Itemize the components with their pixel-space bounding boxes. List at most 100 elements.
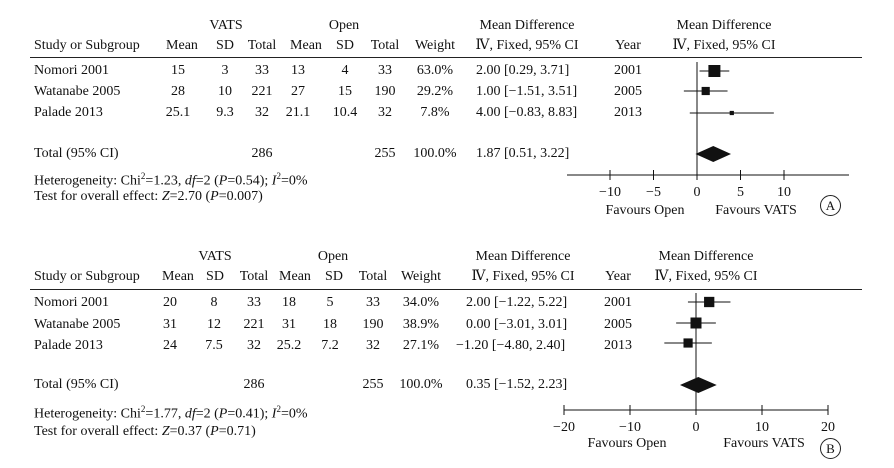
column-header-vats-sd: SD: [216, 38, 234, 53]
pooled-effect-diamond: [679, 377, 717, 393]
ci-text: 2.00 [0.29, 3.71]: [476, 63, 570, 78]
forest-plot-panel-a: VATS Open Mean Difference Mean Differenc…: [0, 0, 894, 230]
forest-plot-b: −20 −10 0 10 20: [553, 293, 835, 435]
open-sd: 4: [341, 63, 349, 78]
weight-value: 63.0%: [416, 63, 454, 78]
column-header-year: Year: [605, 269, 631, 284]
year-value: 2001: [604, 295, 632, 310]
favours-vats-label: Favours VATS: [723, 436, 805, 451]
study-name: Watanabe 2005: [34, 84, 121, 99]
study-effect-box: [704, 296, 715, 308]
total-label: Total (95% CI): [34, 146, 119, 161]
study-effect-box: [729, 110, 734, 116]
ci-text: 0.35 [−1.52, 2.23]: [466, 377, 568, 392]
panel-label-a: A: [820, 195, 841, 216]
study-name: Watanabe 2005: [34, 317, 121, 332]
weight-value: 34.0%: [402, 295, 440, 310]
vats-total: 221: [251, 84, 273, 99]
weight-value: 38.9%: [402, 317, 440, 332]
overall-effect-text: Test for overall effect: Z=2.70 (P=0.007…: [34, 189, 263, 204]
x-axis-tick-label: 10: [777, 185, 791, 200]
open-total: 190: [362, 317, 384, 332]
panel-label-b: B: [820, 438, 841, 459]
column-header-vats-mean: Mean: [162, 269, 194, 284]
vats-mean: 25.1: [165, 105, 191, 120]
ci-text: 1.87 [0.51, 3.22]: [476, 146, 570, 161]
plot-header-title: Mean Difference: [658, 249, 754, 264]
vats-total: 33: [255, 63, 269, 78]
group-header-vats: VATS: [198, 249, 232, 264]
column-header-open-sd: SD: [325, 269, 343, 284]
year-value: 2013: [614, 105, 642, 120]
open-sd: 10.4: [332, 105, 358, 120]
column-header-vats-total: Total: [247, 38, 277, 53]
vats-total: 286: [251, 146, 273, 161]
open-mean: 21.1: [285, 105, 311, 120]
vats-mean: 31: [163, 317, 177, 332]
open-mean: 27: [291, 84, 305, 99]
group-header-vats: VATS: [209, 18, 243, 33]
column-header-vats-sd: SD: [206, 269, 224, 284]
vats-sd: 3: [221, 63, 229, 78]
open-mean: 31: [282, 317, 296, 332]
open-total: 255: [374, 146, 396, 161]
pooled-effect-diamond: [695, 146, 732, 162]
column-header-open-sd: SD: [336, 38, 354, 53]
vats-sd: 12: [207, 317, 221, 332]
vats-total: 32: [247, 338, 261, 353]
open-sd: 7.2: [321, 338, 339, 353]
x-axis-tick-label: −10: [619, 420, 641, 435]
forest-plot-panel-b: VATS Open Mean Difference Mean Differenc…: [0, 238, 894, 468]
x-axis-tick-label: −5: [646, 185, 661, 200]
vats-sd: 8: [210, 295, 218, 310]
heterogeneity-text: Heterogeneity: Chi2=1.23, df=2 (P=0.54);…: [34, 171, 308, 189]
study-effect-box: [683, 338, 693, 348]
study-effect-box: [701, 86, 710, 96]
ci-text: −1.20 [−4.80, 2.40]: [456, 338, 566, 353]
x-axis-tick-label: 5: [737, 185, 744, 200]
year-value: 2013: [604, 338, 632, 353]
plot-header-method: Ⅳ, Fixed, 95% CI: [654, 269, 758, 284]
column-header-open-mean: Mean: [279, 269, 311, 284]
open-sd: 5: [326, 295, 334, 310]
study-name: Nomori 2001: [34, 295, 110, 310]
column-header-vats-mean: Mean: [166, 38, 198, 53]
md-header-method: Ⅳ, Fixed, 95% CI: [471, 269, 575, 284]
favours-vats-label: Favours VATS: [715, 203, 797, 218]
md-header-method: Ⅳ, Fixed, 95% CI: [475, 38, 579, 53]
weight-value: 29.2%: [416, 84, 454, 99]
header-divider: [30, 289, 862, 290]
favours-open-label: Favours Open: [605, 203, 685, 218]
weight-value: 100.0%: [399, 377, 443, 392]
open-total: 33: [366, 295, 380, 310]
study-name: Palade 2013: [34, 338, 103, 353]
column-header-open-mean: Mean: [290, 38, 322, 53]
weight-value: 100.0%: [413, 146, 457, 161]
open-sd: 18: [323, 317, 337, 332]
vats-total: 33: [247, 295, 261, 310]
vats-total: 221: [243, 317, 265, 332]
forest-plot-a: −10 −5 0 5 10: [567, 62, 849, 200]
open-total: 190: [374, 84, 396, 99]
x-axis-tick-label: 0: [694, 185, 701, 200]
group-header-open: Open: [328, 18, 360, 33]
overall-effect-text: Test for overall effect: Z=0.37 (P=0.71): [34, 424, 256, 439]
group-header-open: Open: [317, 249, 349, 264]
year-value: 2001: [614, 63, 642, 78]
ci-text: 0.00 [−3.01, 3.01]: [466, 317, 568, 332]
open-total: 32: [366, 338, 380, 353]
column-header-weight: Weight: [400, 269, 442, 284]
total-label: Total (95% CI): [34, 377, 119, 392]
x-axis-tick-label: −20: [553, 420, 575, 435]
open-mean: 13: [291, 63, 305, 78]
x-axis-tick-label: 0: [693, 420, 700, 435]
header-divider: [30, 57, 862, 58]
x-axis-tick-label: −10: [599, 185, 621, 200]
vats-mean: 20: [163, 295, 177, 310]
year-value: 2005: [604, 317, 632, 332]
open-total: 33: [378, 63, 392, 78]
column-header-study: Study or Subgroup: [34, 38, 140, 53]
vats-mean: 28: [171, 84, 185, 99]
favours-open-label: Favours Open: [587, 436, 667, 451]
study-name: Nomori 2001: [34, 63, 110, 78]
